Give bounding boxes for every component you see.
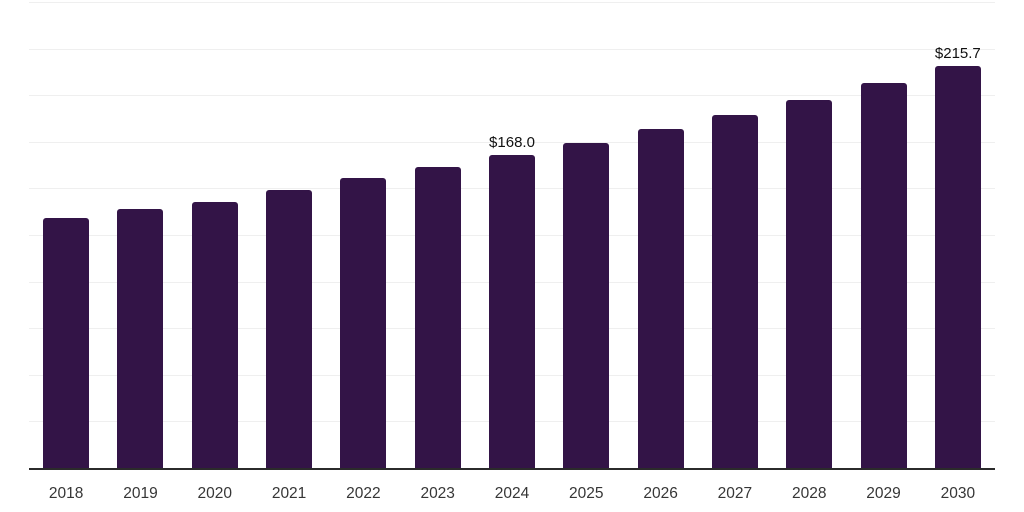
gridline xyxy=(29,48,995,50)
bar-2029 xyxy=(860,83,907,468)
bar-2026 xyxy=(637,128,684,468)
x-tick-label-2018: 2018 xyxy=(48,485,84,502)
bar-2020 xyxy=(191,201,238,468)
bar-2030 xyxy=(934,65,981,468)
x-tick-label-2028: 2028 xyxy=(791,485,827,502)
gridline xyxy=(29,95,995,97)
x-tick-label-2030: 2030 xyxy=(940,485,976,502)
x-axis-line xyxy=(29,468,995,470)
gridline xyxy=(29,141,995,143)
bar-2028 xyxy=(786,99,833,468)
x-tick-label-2025: 2025 xyxy=(569,485,604,502)
x-tick-label-2020: 2020 xyxy=(197,485,233,502)
bar-2021 xyxy=(266,189,313,468)
x-tick-label-2027: 2027 xyxy=(717,485,753,502)
bar-value-label-2024: $168.0 xyxy=(489,133,535,151)
bar-2023 xyxy=(414,166,461,468)
plot-area: $168.0 $215.7 xyxy=(29,2,995,468)
x-tick-label-2026: 2026 xyxy=(643,485,678,502)
bar-2018 xyxy=(43,218,90,468)
x-tick-label-2024: 2024 xyxy=(494,485,530,502)
bar-2024 xyxy=(489,154,535,468)
bar-value-label-2030: $215.7 xyxy=(934,44,981,62)
x-tick-label-2019: 2019 xyxy=(123,485,158,502)
x-tick-label-2023: 2023 xyxy=(420,485,455,502)
x-tick-label-2022: 2022 xyxy=(346,485,381,502)
x-tick-label-2021: 2021 xyxy=(271,485,307,502)
bar-2022 xyxy=(340,177,387,468)
bar-2027 xyxy=(711,114,758,468)
bar-2019 xyxy=(117,208,164,468)
x-axis-tick-labels: 2018 2019 2020 2021 2022 2023 2024 2025 2026 2027… xyxy=(29,484,995,504)
x-tick-label-2029: 2029 xyxy=(866,485,901,502)
gridline xyxy=(29,2,995,3)
bar-2025 xyxy=(563,142,610,468)
